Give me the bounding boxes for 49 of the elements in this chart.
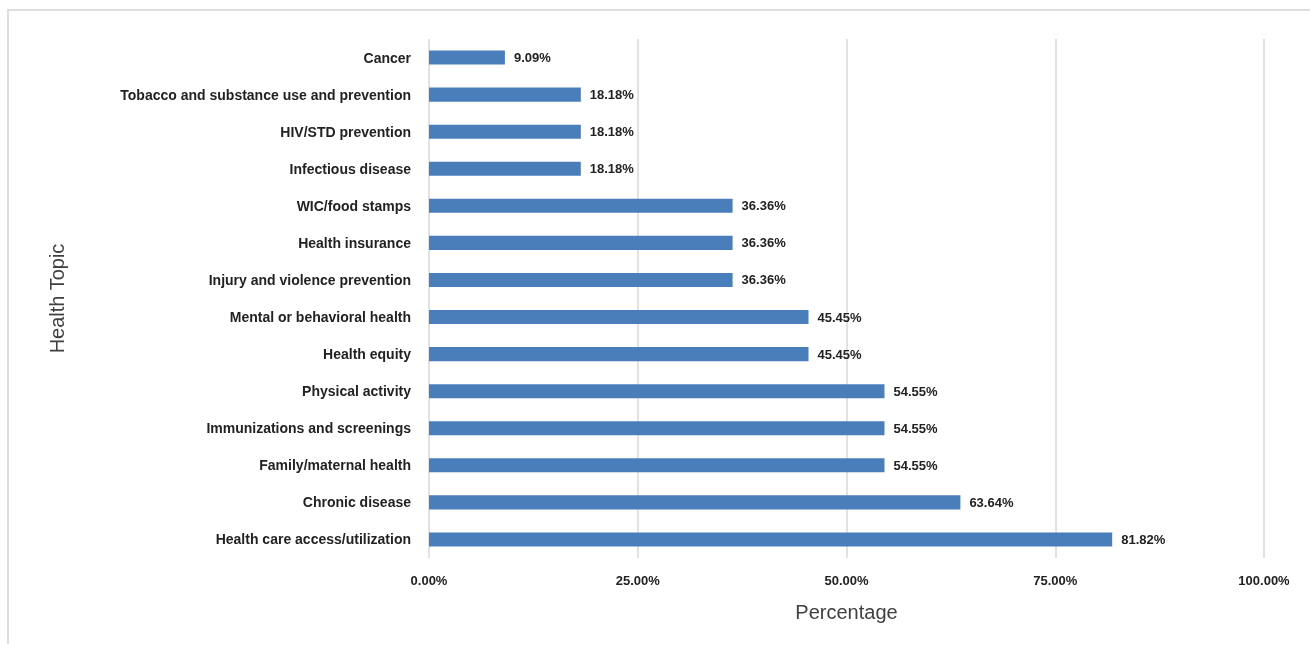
data-label: 54.55%	[893, 457, 939, 473]
y-tick-label: Infectious disease	[289, 160, 412, 177]
data-label: 45.45%	[817, 309, 863, 325]
y-tick-label: Immunizations and screenings	[206, 420, 412, 437]
bar	[429, 161, 581, 176]
x-tick-label: 0.00%	[410, 573, 448, 588]
data-label: 45.45%	[817, 346, 863, 362]
bar	[429, 124, 581, 139]
y-tick-label: Chronic disease	[302, 494, 412, 511]
x-tick-label: 75.00%	[1033, 573, 1078, 588]
y-tick-label: Mental or behavioral health	[229, 309, 411, 326]
bar	[429, 495, 961, 510]
data-label: 36.36%	[741, 235, 787, 251]
bar	[429, 347, 809, 362]
x-tick-label: 50.00%	[824, 573, 869, 588]
data-label: 36.36%	[741, 198, 787, 214]
y-tick-label: Injury and violence prevention	[208, 271, 411, 288]
data-label: 18.18%	[589, 161, 635, 177]
data-label: 18.18%	[589, 87, 635, 103]
y-tick-label: Family/maternal health	[259, 457, 411, 474]
bar	[429, 272, 733, 288]
bar	[429, 532, 1113, 547]
y-tick-label: Physical activity	[302, 383, 412, 400]
x-tick-label: 100.00%	[1238, 573, 1291, 588]
y-axis-title: Health Topic	[46, 243, 68, 354]
bar	[429, 50, 505, 65]
y-tick-label: Cancer	[363, 49, 412, 66]
y-tick-label: Health equity	[323, 346, 412, 363]
bar	[429, 458, 885, 473]
bar	[429, 87, 581, 102]
x-axis-title: Percentage	[795, 601, 898, 623]
data-label: 36.36%	[741, 272, 787, 288]
bar	[429, 309, 809, 325]
bar	[429, 384, 885, 399]
data-label: 54.55%	[893, 383, 939, 399]
data-label: 18.18%	[589, 124, 635, 140]
x-tick-label: 25.00%	[615, 573, 661, 588]
bar	[429, 198, 733, 213]
y-tick-label: Tobacco and substance use and prevention	[120, 86, 411, 103]
bar	[429, 235, 733, 250]
data-label: 54.55%	[893, 420, 939, 436]
y-tick-label: Health care access/utilization	[215, 531, 411, 548]
data-label: 63.64%	[969, 494, 1014, 510]
y-tick-label: HIV/STD prevention	[280, 123, 411, 140]
y-tick-label: WIC/food stamps	[296, 197, 412, 214]
y-tick-label: Health insurance	[298, 234, 412, 251]
data-label: 9.09%	[513, 50, 552, 66]
data-label: 81.82%	[1121, 531, 1166, 547]
bar	[429, 421, 885, 436]
